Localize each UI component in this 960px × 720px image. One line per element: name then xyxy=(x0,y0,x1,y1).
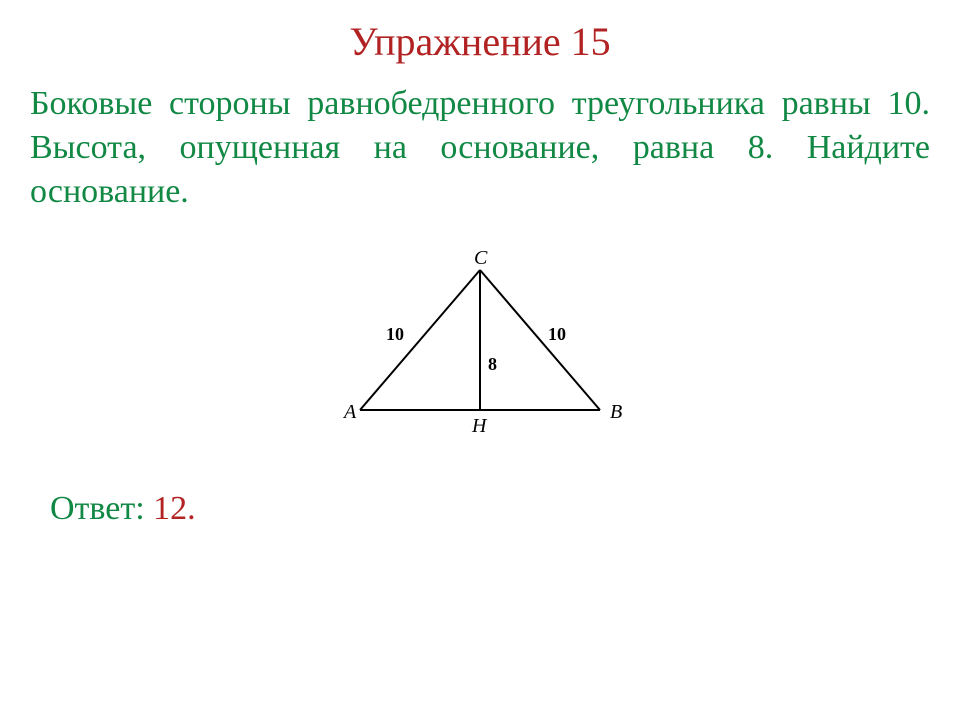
slide: Упражнение 15 Боковые стороны равнобедре… xyxy=(0,0,960,720)
answer-value: 12. xyxy=(153,490,196,527)
answer-line: Ответ: 12. xyxy=(50,490,196,528)
triangle-figure: A B C H 10 10 8 xyxy=(0,250,960,445)
segment-AC xyxy=(360,270,480,410)
segment-BC xyxy=(480,270,600,410)
vertex-label-H: H xyxy=(471,415,488,437)
vertex-label-B: B xyxy=(610,401,622,423)
vertex-label-A: A xyxy=(342,401,357,423)
exercise-title: Упражнение 15 xyxy=(0,18,960,65)
answer-label: Ответ: xyxy=(50,490,153,527)
side-label-BC: 10 xyxy=(548,324,566,344)
altitude-label: 8 xyxy=(488,354,497,374)
problem-statement: Боковые стороны равнобедренного треуголь… xyxy=(30,82,930,215)
triangle-svg: A B C H 10 10 8 xyxy=(320,250,640,440)
side-label-AC: 10 xyxy=(386,324,404,344)
vertex-label-C: C xyxy=(474,250,488,269)
